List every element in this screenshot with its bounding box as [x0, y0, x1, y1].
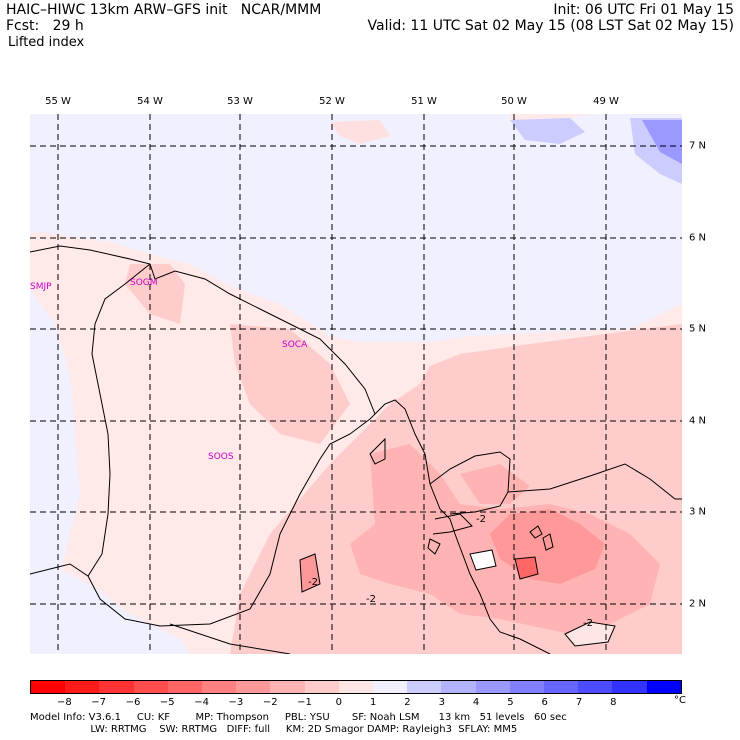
lat-label-7n: 7 N — [689, 140, 707, 152]
pink-core-n — [460, 464, 530, 504]
colorbar-swatch — [236, 681, 271, 693]
colorbar-swatch — [304, 681, 339, 693]
lat-label-2n: 2 N — [689, 598, 707, 610]
contour-label: -2 — [583, 618, 593, 629]
lat-label-4n: 4 N — [689, 415, 707, 427]
blue-patch-top — [510, 118, 585, 144]
colorbar-swatch — [133, 681, 168, 693]
colorbar-tick-label: −7 — [91, 697, 106, 708]
colorbar-tick-label: 3 — [438, 697, 445, 708]
colorbar-swatch — [578, 681, 613, 693]
pale-blue-west — [30, 289, 80, 594]
colorbar-tick-label: 0 — [335, 697, 343, 708]
colorbar-swatch — [475, 681, 510, 693]
station-soos: SOOS — [208, 452, 234, 462]
colorbar-swatch — [373, 681, 408, 693]
white-spot — [470, 550, 496, 570]
lon-label-51w: 51 W — [411, 96, 437, 107]
colorbar-tick-label: 7 — [575, 697, 583, 708]
colorbar-tick-label: 8 — [610, 697, 617, 708]
pink-patch-top — [330, 120, 390, 144]
colorbar-swatch — [509, 681, 545, 693]
colorbar-tick-label: −5 — [159, 697, 175, 708]
colorbar-swatch — [167, 681, 203, 693]
li-contours — [299, 437, 616, 647]
lat-lon-grid — [30, 114, 682, 654]
valid-time: Valid: 11 UTC Sat 02 May 15 (08 LST Sat … — [367, 18, 734, 34]
colorbar-tick-label: 1 — [369, 697, 377, 708]
colorbar-swatch — [31, 681, 66, 693]
station-sogm: SOGM — [130, 278, 158, 288]
colorbar-swatch — [270, 681, 305, 693]
colorbar — [30, 680, 682, 694]
colorbar-tick-label: 2 — [404, 697, 411, 708]
lat-label-6n: 6 N — [689, 232, 707, 244]
lon-label-55w: 55 W — [45, 96, 71, 107]
station-soca: SOCA — [282, 340, 308, 350]
pink-darkest — [515, 557, 538, 579]
lon-label-52w: 52 W — [319, 96, 345, 107]
lat-label-3n: 3 N — [689, 506, 707, 518]
lat-label-5n: 5 N — [689, 323, 707, 335]
lon-label-53w: 53 W — [227, 96, 253, 107]
colorbar-swatch — [544, 681, 579, 693]
colorbar-swatch — [646, 681, 681, 693]
station-smjp: SMJP — [30, 282, 52, 292]
colorbar-swatch — [612, 681, 647, 693]
colorbar-tick-label: 5 — [507, 697, 514, 708]
contour-label: -2 — [308, 577, 318, 588]
contour-label: -2 — [366, 594, 376, 605]
pink-darker-w — [300, 554, 320, 592]
colorbar-swatch — [338, 681, 374, 693]
colorbar-tick-label: −3 — [228, 697, 244, 708]
lon-label-49w: 49 W — [593, 96, 619, 107]
colorbar-tick-label: −4 — [194, 697, 209, 708]
pale-blue-region — [30, 114, 682, 342]
pink-patch-socA — [230, 324, 350, 444]
contour-label: -2 — [476, 514, 486, 525]
colorbar-tick-label: −2 — [262, 697, 278, 708]
blue-patch-ne-dark — [642, 120, 682, 164]
colorbar-swatch — [407, 681, 442, 693]
field-name: Lifted index — [8, 35, 85, 50]
colorbar-tick-label: 4 — [472, 697, 480, 708]
colorbar-swatch — [65, 681, 100, 693]
colorbar-unit: °C — [674, 695, 686, 706]
model-info-line1: Model Info: V3.6.1 CU: KF MP: Thompson P… — [30, 712, 567, 723]
pink-patch-sogm — [125, 264, 185, 324]
model-title: HAIC–HIWC 13km ARW–GFS init NCAR/MMM — [6, 2, 322, 18]
coastline — [30, 245, 682, 654]
colorbar-swatch — [441, 681, 476, 693]
colorbar-swatch — [202, 681, 237, 693]
colorbar-tick-label: −8 — [56, 697, 72, 708]
lon-label-50w: 50 W — [501, 96, 527, 107]
init-time: Init: 06 UTC Fri 01 May 15 — [553, 2, 734, 18]
map-svg — [30, 114, 682, 654]
lifted-index-map: SMJP SOGM SOCA SOOS -2 -2 -2 -2 — [30, 114, 682, 654]
forecast-hour: Fcst: 29 h — [6, 18, 84, 34]
colorbar-tick-label: −1 — [297, 697, 312, 708]
model-info-line2: LW: RRTMG SW: RRTMG DIFF: full KM: 2D Sm… — [30, 724, 518, 735]
colorbar-tick-label: −6 — [125, 697, 141, 708]
pale-blue-region-nw — [30, 114, 90, 166]
colorbar-tick-label: 6 — [541, 697, 548, 708]
colorbar-swatch — [99, 681, 134, 693]
lon-label-54w: 54 W — [137, 96, 163, 107]
